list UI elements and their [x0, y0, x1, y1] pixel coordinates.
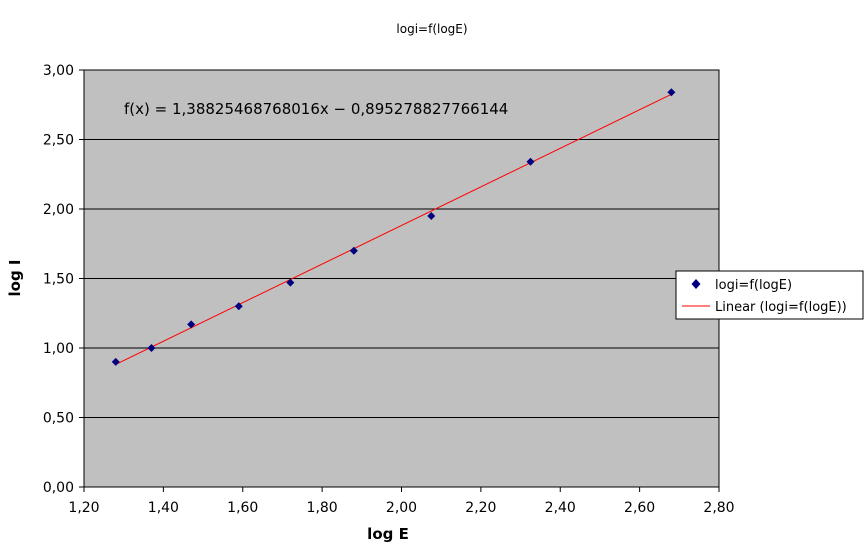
- data-point: [349, 246, 358, 255]
- y-axis-ticks: 0,00 0,50 1,00 1,50 2,00 2,50 3,00: [43, 63, 84, 496]
- x-tick-label: 1,20: [68, 500, 99, 516]
- x-tick-label: 1,40: [148, 500, 179, 516]
- data-points: [111, 88, 676, 366]
- y-tick-label: 2,00: [43, 202, 74, 218]
- x-axis-title: log E: [367, 525, 409, 543]
- x-tick-label: 2,20: [465, 500, 496, 516]
- data-point: [187, 320, 196, 329]
- data-point: [286, 278, 295, 287]
- x-tick-label: 1,60: [227, 500, 258, 516]
- y-axis-title: log I: [6, 260, 24, 297]
- y-tick-label: 2,50: [43, 133, 74, 149]
- trendline-layer: [115, 93, 672, 365]
- x-tick-label: 2,00: [386, 500, 417, 516]
- data-point: [526, 157, 535, 166]
- data-point: [147, 344, 156, 352]
- y-tick-label: 0,00: [43, 480, 74, 496]
- legend-label-series: logi=f(logE): [715, 278, 792, 293]
- trendline: [115, 93, 672, 365]
- legend: logi=f(logE) Linear (logi=f(logE)): [675, 270, 864, 320]
- data-point: [667, 88, 676, 97]
- y-tick-label: 1,50: [43, 272, 74, 288]
- x-axis-ticks: 1,20 1,40 1,60 1,80 2,00 2,20 2,40 2,60 2,80: [68, 487, 735, 516]
- y-tick-label: 1,00: [43, 341, 74, 357]
- y-tick-label: 0,50: [43, 411, 74, 427]
- trendline-equation: f(x) = 1,38825468768016x − 0,89527882776…: [124, 100, 508, 118]
- data-point: [111, 357, 120, 366]
- data-point: [234, 302, 243, 311]
- x-tick-label: 1,80: [307, 500, 338, 516]
- data-point: [427, 211, 436, 220]
- legend-label-trendline: Linear (logi=f(logE)): [715, 300, 847, 315]
- gridlines: [84, 69, 719, 488]
- legend-box: [675, 270, 864, 320]
- x-tick-label: 2,80: [703, 500, 734, 516]
- x-tick-label: 2,60: [624, 500, 655, 516]
- legend-marker-diamond: [691, 279, 701, 289]
- y-tick-label: 3,00: [43, 63, 74, 79]
- chart-title: logi=f(logE): [396, 22, 467, 36]
- x-tick-label: 2,40: [545, 500, 576, 516]
